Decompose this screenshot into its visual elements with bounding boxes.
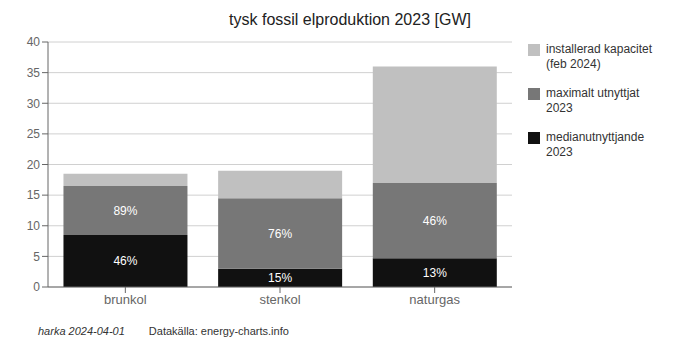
html-text:maximalt utnyttjat 2023: maximalt utnyttjat 2023 — [546, 86, 640, 115]
svg-text:15%: 15% — [268, 271, 292, 285]
svg-text:30: 30 — [27, 97, 41, 111]
html-text:harka 2024-04-01: harka 2024-04-01 — [38, 325, 125, 337]
html-text:installerad kapacitet (feb 202: installerad kapacitet (feb 2024) — [546, 42, 653, 71]
svg-text:0: 0 — [33, 280, 40, 294]
svg-text:46%: 46% — [423, 214, 447, 228]
svg-text:13%: 13% — [423, 266, 447, 280]
svg-text:89%: 89% — [113, 204, 137, 218]
svg-text:5: 5 — [33, 250, 40, 264]
svg-text:35: 35 — [27, 66, 41, 80]
svg-text:10: 10 — [27, 219, 41, 233]
svg-text:brunkol: brunkol — [104, 292, 147, 307]
html-text:tysk fossil elproduktion 2023: tysk fossil elproduktion 2023 [GW] — [229, 11, 471, 28]
html-text:Datakälla: energy-charts.info: Datakälla: energy-charts.info — [148, 325, 289, 337]
svg-text:76%: 76% — [268, 227, 292, 241]
svg-text:46%: 46% — [113, 254, 137, 268]
svg-text:15: 15 — [27, 188, 41, 202]
svg-text:naturgas: naturgas — [409, 292, 460, 307]
svg-text:40: 40 — [27, 35, 41, 49]
svg-text:20: 20 — [27, 158, 41, 172]
html-text:medianutnyttjande 2023: medianutnyttjande 2023 — [546, 130, 645, 159]
svg-text:stenkol: stenkol — [259, 292, 300, 307]
svg-text:25: 25 — [27, 127, 41, 141]
